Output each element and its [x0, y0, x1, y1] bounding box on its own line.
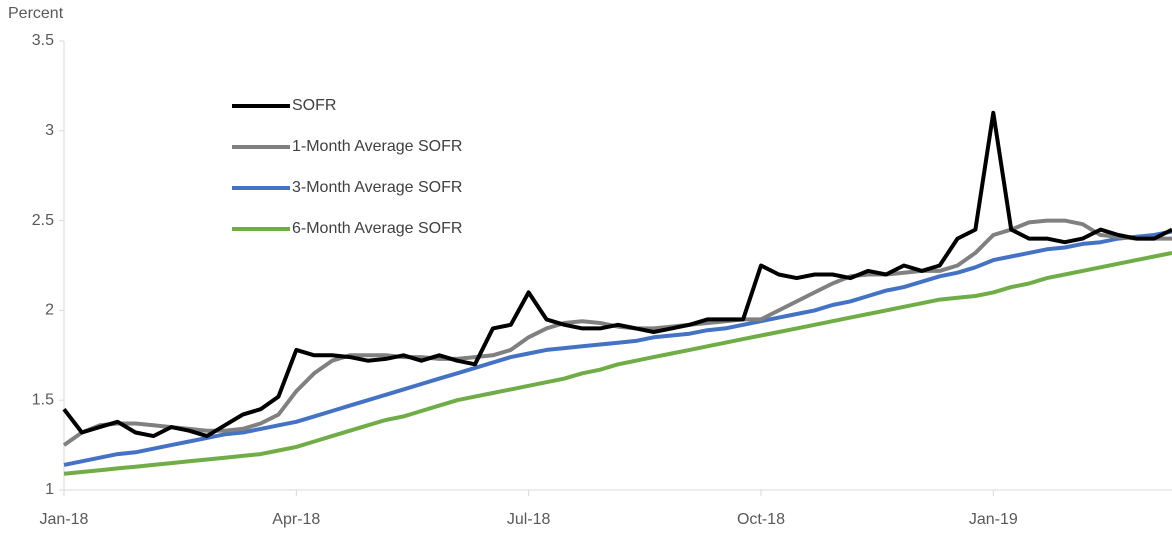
x-tick-label: Jan-19 — [969, 511, 1018, 528]
legend-label: SOFR — [292, 97, 336, 114]
legend-label: 6-Month Average SOFR — [292, 220, 462, 237]
y-tick-label: 1.5 — [32, 391, 54, 408]
series-line — [62, 110, 1172, 439]
x-tick-label: Jan-18 — [40, 511, 89, 528]
series-line — [62, 218, 1172, 447]
legend-label: 1-Month Average SOFR — [292, 138, 462, 155]
legend: SOFR 1-Month Average SOFR 3-Month Average … — [232, 97, 462, 237]
series-line — [63, 229, 1172, 467]
x-tick-label: Jul-18 — [507, 511, 551, 528]
y-axis-label: Percent — [8, 5, 64, 22]
y-tick-label: 1 — [45, 481, 54, 498]
x-tick-label: Apr-18 — [272, 511, 320, 528]
y-tick-label: 3.5 — [32, 32, 54, 49]
y-tick-label: 2 — [45, 302, 54, 319]
legend-label: 3-Month Average SOFR — [292, 179, 462, 196]
x-tick-label: Oct-18 — [737, 511, 785, 528]
y-tick-label: 2.5 — [32, 212, 54, 229]
y-tick-label: 3 — [45, 122, 54, 139]
series-line — [63, 250, 1172, 476]
